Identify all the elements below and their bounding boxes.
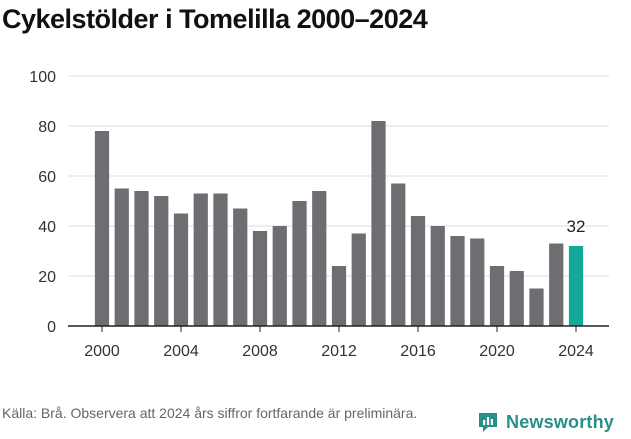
x-axis-ticks: 2000 2004 2008 2012 2016 2020 2024 [84,326,594,360]
bar [233,208,248,326]
bar [470,238,485,326]
bar [312,191,327,326]
bar [213,193,228,326]
x-tick-label: 2008 [242,343,278,360]
source-note: Källa: Brå. Observera att 2024 års siffr… [2,405,418,421]
bar [134,191,149,326]
bar [193,193,208,326]
gridlines [68,75,609,277]
highlight-value-label: 32 [567,217,586,236]
x-tick-label: 2012 [321,343,357,360]
bar-chart: 0 20 40 60 80 100 2000 2004 2008 2012 2016 2020 202… [29,69,609,360]
y-tick-label: 80 [38,119,56,136]
y-tick-label: 100 [29,69,56,86]
chart-title: Cykelstölder i Tomelilla 2000–2024 [2,4,428,34]
y-tick-label: 40 [38,219,56,236]
annotations: 32 [567,217,586,236]
bar [529,288,544,326]
brand[interactable]: Newsworthy [476,409,614,435]
bar [391,183,406,326]
bar [114,188,129,326]
bar [173,213,189,326]
newsworthy-logo-icon [479,413,497,432]
bar [430,226,445,326]
brand-name: Newsworthy [506,411,615,432]
bar [272,226,287,326]
x-tick-label: 2004 [163,343,199,360]
bar [489,266,505,326]
bar [252,231,268,326]
bar [292,201,307,326]
bar [549,243,564,326]
bar [94,131,110,326]
x-tick-label: 2000 [84,343,120,360]
y-tick-label: 0 [47,319,56,336]
bar [568,246,584,326]
bar [410,216,426,326]
y-tick-label: 20 [38,269,56,286]
bar [371,121,386,326]
bar [154,196,169,326]
bar [450,236,465,326]
bars [94,121,584,326]
bar [351,233,366,326]
y-axis-ticks: 0 20 40 60 80 100 [29,69,56,336]
x-tick-label: 2020 [479,343,515,360]
bar [509,271,524,326]
x-tick-label: 2016 [400,343,436,360]
bar [331,266,347,326]
y-tick-label: 60 [38,169,56,186]
x-tick-label: 2024 [558,343,594,360]
